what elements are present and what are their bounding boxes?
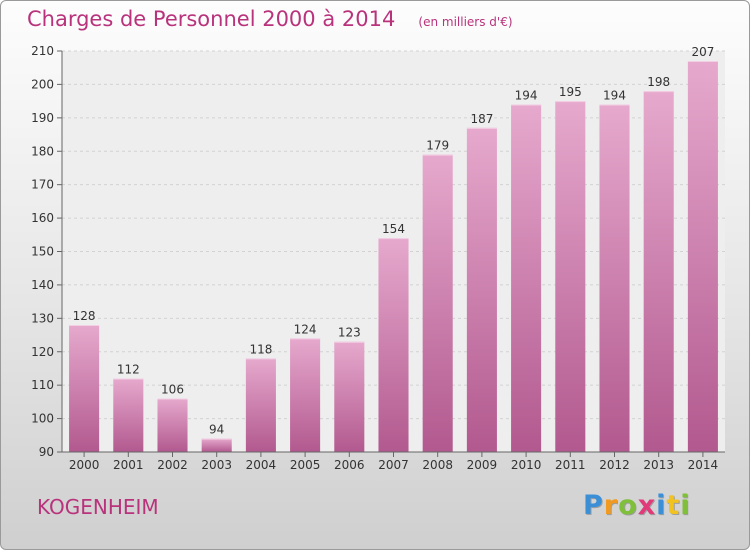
data-label: 207 xyxy=(691,45,714,59)
bar xyxy=(378,238,409,452)
labels: 90 100 110 120 130 140 150 160 170 180 190 200 210 12… xyxy=(31,44,718,472)
data-label: 198 xyxy=(647,75,670,89)
y-tick-label: 90 xyxy=(39,445,54,459)
y-tick-label: 120 xyxy=(31,345,54,359)
bar xyxy=(599,104,630,452)
x-tick-label: 2008 xyxy=(422,458,453,472)
data-label: 194 xyxy=(515,88,538,102)
bar xyxy=(201,438,232,452)
bar xyxy=(511,104,542,452)
y-tick-label: 200 xyxy=(31,77,54,91)
x-tick-label: 2013 xyxy=(643,458,674,472)
bar xyxy=(113,378,144,452)
data-label: 194 xyxy=(603,88,626,102)
chart-subtitle: (en milliers d'€) xyxy=(418,15,513,29)
logo-letter: r xyxy=(603,490,619,521)
data-label: 94 xyxy=(209,423,224,437)
y-tick-label: 170 xyxy=(31,178,54,192)
bar xyxy=(555,101,586,452)
x-tick-label: 2000 xyxy=(69,458,100,472)
x-tick-label: 2002 xyxy=(157,458,188,472)
data-label: 128 xyxy=(73,309,96,323)
logo-letter: x xyxy=(637,490,657,521)
x-tick-label: 2005 xyxy=(290,458,321,472)
data-label: 123 xyxy=(338,326,361,340)
y-tick-label: 210 xyxy=(31,44,54,58)
logo-letter: i xyxy=(656,490,667,521)
data-label: 179 xyxy=(426,139,449,153)
bar xyxy=(643,91,674,452)
data-label: 118 xyxy=(249,342,272,356)
bars xyxy=(69,61,718,453)
data-label: 106 xyxy=(161,383,184,397)
y-tick-label: 140 xyxy=(31,278,54,292)
x-tick-label: 2007 xyxy=(378,458,409,472)
y-tick-label: 180 xyxy=(31,144,54,158)
x-tick-label: 2012 xyxy=(599,458,630,472)
bar xyxy=(334,341,365,452)
y-tick-label: 190 xyxy=(31,111,54,125)
bar xyxy=(157,398,188,452)
chart-title: Charges de Personnel 2000 à 2014 xyxy=(27,7,396,31)
logo-letter: t xyxy=(666,490,681,521)
axes xyxy=(57,50,725,457)
x-tick-label: 2004 xyxy=(246,458,277,472)
y-tick-label: 110 xyxy=(31,378,54,392)
y-tick-label: 150 xyxy=(31,245,54,259)
data-label: 154 xyxy=(382,222,405,236)
x-tick-label: 2011 xyxy=(555,458,586,472)
proxiti-logo[interactable]: Proxiti xyxy=(583,490,691,521)
y-tick-label: 160 xyxy=(31,211,54,225)
bar xyxy=(687,61,718,453)
logo-letter: P xyxy=(583,490,604,521)
logo-letter: o xyxy=(618,490,638,521)
bar xyxy=(290,338,321,452)
title-row: Charges de Personnel 2000 à 2014 (en mil… xyxy=(27,7,513,31)
bar xyxy=(69,325,100,452)
bar xyxy=(466,127,497,452)
x-tick-label: 2009 xyxy=(467,458,498,472)
data-label: 112 xyxy=(117,362,140,376)
bar xyxy=(422,154,453,452)
logo-letter: i xyxy=(680,490,691,521)
y-tick-label: 130 xyxy=(31,311,54,325)
bar xyxy=(245,358,276,452)
y-tick-label: 100 xyxy=(31,412,54,426)
data-label: 195 xyxy=(559,85,582,99)
data-label: 187 xyxy=(470,112,493,126)
data-label: 124 xyxy=(294,322,317,336)
x-tick-label: 2010 xyxy=(511,458,542,472)
commune-name: KOGENHEIM xyxy=(37,495,159,519)
x-tick-label: 2006 xyxy=(334,458,365,472)
x-tick-label: 2014 xyxy=(688,458,719,472)
x-tick-label: 2003 xyxy=(201,458,232,472)
x-tick-label: 2001 xyxy=(113,458,144,472)
